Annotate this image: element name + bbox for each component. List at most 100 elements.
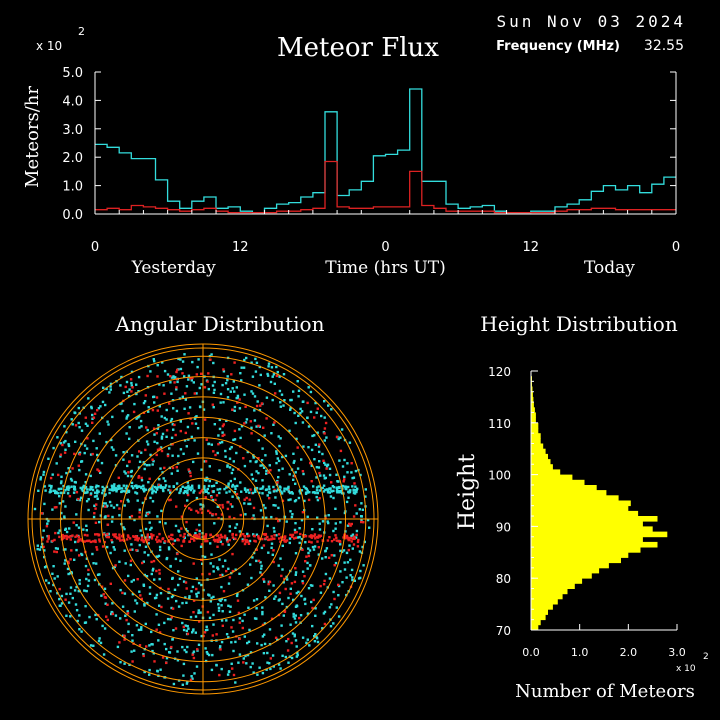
radar-echo-point [157,639,160,642]
radar-echo-point [251,491,255,495]
radar-echo-point [86,491,89,494]
radar-echo-point [92,562,95,565]
radar-echo-point [188,596,191,600]
radar-echo-point [165,408,168,412]
radar-echo-point [295,531,298,534]
radar-echo-point [40,545,43,549]
radar-echo-point [184,392,187,395]
radar-echo-point [194,534,197,537]
radar-echo-point [174,433,177,437]
radar-echo-point [115,503,119,507]
radar-echo-point [261,537,264,541]
radar-echo-point [47,581,50,585]
radar-echo-point [289,592,292,595]
radar-echo-point [272,504,275,507]
radar-echo-point [184,581,188,584]
radar-echo-point [61,537,65,540]
radar-echo-point [139,594,142,597]
radar-echo-point [176,659,180,662]
radar-echo-point [316,516,319,519]
radar-echo-point [155,628,158,631]
radar-echo-point [217,443,220,446]
radar-echo-point [182,628,186,632]
radar-echo-point [96,492,99,495]
radar-echo-point [130,390,133,393]
radar-echo-point [314,537,317,540]
radar-echo-point [235,451,238,455]
radar-echo-point [289,498,292,501]
radar-echo-point [170,472,173,475]
radar-echo-point [175,388,178,391]
radar-echo-point [144,527,148,531]
radar-echo-point [184,504,187,507]
radar-echo-point [86,584,90,588]
radar-echo-point [125,538,129,541]
radar-echo-point [169,564,172,568]
radar-echo-point [169,491,172,494]
radar-echo-point [48,484,51,487]
radar-echo-point [138,515,141,519]
radar-echo-point [192,656,196,660]
radar-echo-point [50,486,53,489]
radar-echo-point [163,621,166,625]
radar-echo-point [129,378,133,381]
radar-echo-point [244,540,247,543]
radar-echo-point [301,400,305,403]
radar-echo-point [167,540,170,543]
radar-echo-point [351,576,354,579]
radar-echo-point [316,407,319,410]
radar-echo-point [186,493,190,497]
radar-echo-point [218,558,221,561]
radar-echo-point [158,604,161,607]
radar-echo-point [343,561,346,564]
radar-echo-point [160,415,163,418]
radar-echo-point [333,538,336,541]
radar-echo-point [112,533,115,536]
radar-echo-point [115,490,118,493]
radar-echo-point [230,446,233,449]
radar-echo-point [274,392,277,395]
radar-echo-point [208,572,211,576]
radar-echo-point [294,482,297,485]
radar-echo-point [293,617,297,620]
radar-echo-point [322,474,326,477]
radar-echo-point [106,603,109,606]
height-bar [531,521,643,527]
radar-echo-point [202,634,205,638]
radar-echo-point [140,597,143,601]
radar-echo-point [299,411,302,415]
radar-echo-point [233,485,237,488]
radar-echo-point [143,573,146,577]
flux-y-tick-label: 0.0 [62,208,83,223]
radar-echo-point [130,481,134,485]
radar-echo-point [158,483,161,487]
radar-echo-point [174,557,178,561]
radar-echo-point [151,458,154,461]
radar-echo-point [304,602,307,606]
radar-echo-point [152,652,155,655]
radar-echo-point [187,468,190,471]
radar-echo-point [77,497,80,501]
radar-echo-point [341,581,344,584]
radar-echo-point [127,630,130,633]
radar-echo-point [86,488,89,491]
radar-echo-point [135,549,138,552]
radar-echo-point [52,446,55,450]
radar-echo-point [311,434,314,438]
radar-echo-point [170,645,173,649]
radar-echo-point [203,631,207,634]
radar-echo-point [114,564,117,567]
height-bar [531,391,533,398]
radar-echo-point [63,516,66,520]
radar-echo-point [170,606,173,610]
radar-echo-point [61,443,64,447]
radar-echo-point [191,653,194,656]
height-bar [531,407,535,413]
radar-echo-point [223,433,226,437]
height-bar [531,396,534,403]
radar-echo-point [70,485,73,488]
radar-echo-point [71,467,74,470]
radar-echo-point [52,565,55,568]
radar-echo-point [189,471,192,474]
radar-echo-point [110,520,114,523]
